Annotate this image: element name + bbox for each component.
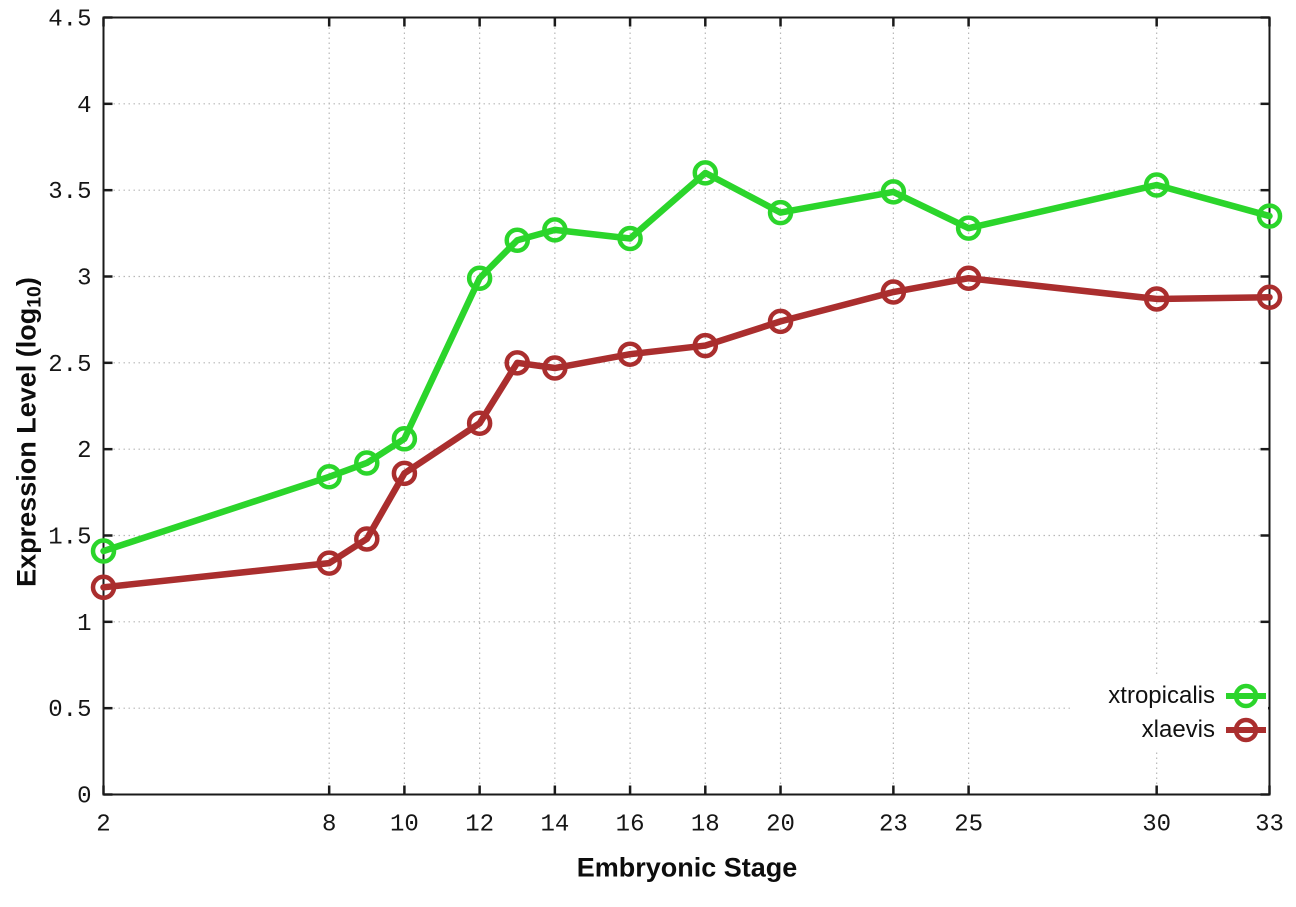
legend-label-xlaevis: xlaevis xyxy=(1141,716,1215,743)
series-line-xtropicalis xyxy=(100,169,1273,555)
data-point-xtropicalis-25 xyxy=(955,215,982,241)
y-tick-label: 1 xyxy=(77,611,91,638)
data-point-xtropicalis-9 xyxy=(354,450,380,476)
x-tick-label: 30 xyxy=(1142,812,1171,839)
data-point-xtropicalis-30 xyxy=(1143,172,1170,198)
x-tick-label: 23 xyxy=(879,812,908,839)
data-point-xlaevis-9 xyxy=(354,526,380,552)
series-line-xlaevis xyxy=(100,274,1273,591)
data-point-xlaevis-10 xyxy=(391,460,418,487)
data-point-xlaevis-8 xyxy=(316,550,342,576)
legend: xtropicalis xlaevis xyxy=(1072,676,1268,750)
data-point-xtropicalis-2 xyxy=(90,538,117,564)
data-point-xlaevis-23 xyxy=(880,279,907,305)
y-tick-label: 2 xyxy=(77,438,91,465)
data-point-xtropicalis-8 xyxy=(316,464,342,490)
x-tick-label: 18 xyxy=(691,812,720,839)
data-point-xlaevis-25 xyxy=(955,265,982,291)
data-point-xtropicalis-13 xyxy=(504,227,530,253)
data-point-xlaevis-12 xyxy=(466,410,493,437)
y-tick-label: 0 xyxy=(77,784,91,811)
data-point-xtropicalis-23 xyxy=(880,179,907,205)
x-tick-label: 8 xyxy=(322,812,336,839)
y-tick-label: 1.5 xyxy=(48,525,91,552)
y-tick-label: 3 xyxy=(77,266,91,293)
data-point-xlaevis-14 xyxy=(542,355,568,381)
x-tick-label: 14 xyxy=(540,812,569,839)
y-axis-label-subscript: 10 xyxy=(23,286,46,308)
x-tick-label: 12 xyxy=(465,812,494,839)
legend-label-xtropicalis: xtropicalis xyxy=(1108,682,1215,709)
x-axis-label: Embryonic Stage xyxy=(576,852,798,883)
x-tick-label: 2 xyxy=(96,812,110,839)
data-point-xlaevis-20 xyxy=(767,308,794,335)
data-point-xlaevis-2 xyxy=(90,574,117,601)
x-tick-label: 20 xyxy=(766,812,795,839)
legend-row-xlaevis: xlaevis xyxy=(1142,715,1268,745)
data-point-xlaevis-16 xyxy=(617,341,643,367)
legend-row-xtropicalis: xtropicalis xyxy=(1108,681,1268,711)
y-axis-label-text: Expression Level (log xyxy=(11,307,42,587)
data-point-xtropicalis-18 xyxy=(692,160,719,186)
data-point-xtropicalis-20 xyxy=(767,199,794,226)
data-point-xtropicalis-10 xyxy=(391,426,418,452)
data-point-xtropicalis-33 xyxy=(1256,203,1283,229)
data-point-xlaevis-18 xyxy=(692,332,719,359)
data-point-xtropicalis-16 xyxy=(617,225,643,252)
legend-marker-xlaevis-icon xyxy=(1226,717,1266,743)
y-tick-label: 3.5 xyxy=(48,179,91,206)
y-tick-label: 4.5 xyxy=(48,7,91,34)
data-point-xtropicalis-14 xyxy=(542,217,568,243)
y-axis-label-suffix: ) xyxy=(11,277,42,287)
legend-marker-xtropicalis-icon xyxy=(1226,683,1266,709)
y-tick-label: 0.5 xyxy=(48,697,91,724)
data-point-xlaevis-30 xyxy=(1143,286,1170,312)
data-point-xlaevis-13 xyxy=(504,350,530,376)
y-tick-label: 4 xyxy=(77,93,91,120)
data-point-xtropicalis-12 xyxy=(466,265,493,291)
data-point-xlaevis-33 xyxy=(1256,284,1283,310)
y-axis-label: Expression Level (log10) xyxy=(11,277,46,587)
plot-border xyxy=(102,16,1271,796)
y-tick-label: 2.5 xyxy=(48,352,91,379)
x-tick-label: 16 xyxy=(616,812,645,839)
x-tick-label: 25 xyxy=(954,812,983,839)
x-tick-label: 10 xyxy=(390,812,419,839)
x-tick-label: 33 xyxy=(1255,812,1284,839)
